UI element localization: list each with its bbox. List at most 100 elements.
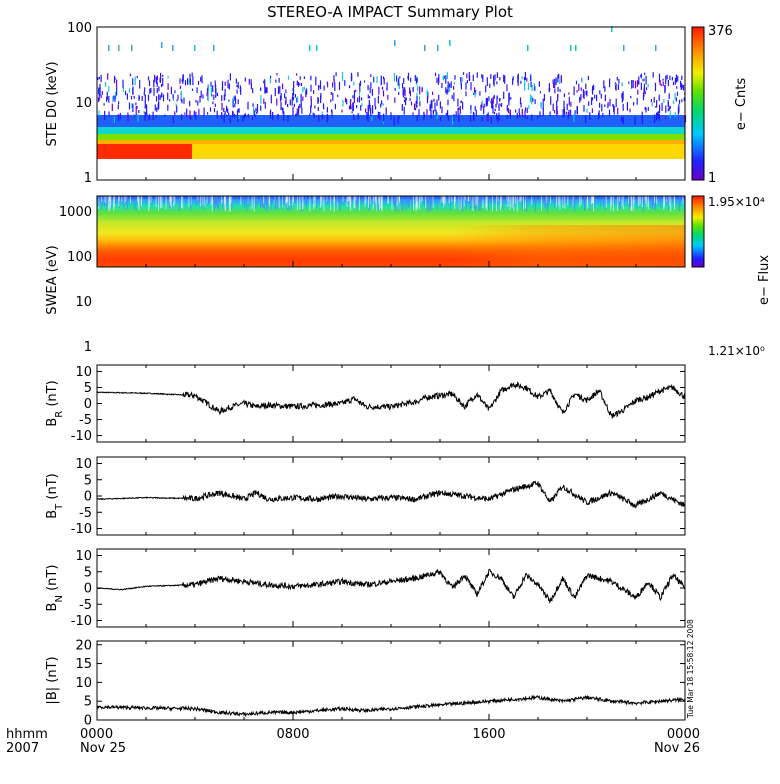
ste-count-mark bbox=[234, 103, 236, 108]
ste-count-mark bbox=[280, 101, 282, 110]
ste-count-mark bbox=[508, 108, 510, 114]
ste-count-mark bbox=[386, 87, 388, 90]
swea-texture-mark bbox=[482, 196, 484, 201]
ste-count-mark bbox=[287, 75, 290, 80]
swea-texture-mark bbox=[361, 196, 363, 204]
ste-count-mark bbox=[530, 81, 532, 88]
ste-count-mark bbox=[490, 116, 492, 124]
swea-texture-mark bbox=[286, 196, 288, 203]
ste-count-mark bbox=[645, 107, 647, 113]
ste-count-mark bbox=[481, 102, 483, 108]
ste-count-mark bbox=[105, 82, 107, 87]
ste-count-mark bbox=[138, 110, 140, 114]
ste-count-mark bbox=[674, 112, 676, 118]
ste-count-mark bbox=[653, 97, 655, 103]
ste-count-mark bbox=[274, 88, 276, 97]
swea-texture-mark bbox=[668, 196, 670, 207]
ste-count-mark bbox=[380, 81, 382, 86]
ste-count-mark bbox=[167, 104, 169, 111]
swea-texture-mark bbox=[613, 196, 615, 205]
ste-count-mark bbox=[521, 76, 523, 80]
ste-count-mark bbox=[155, 78, 157, 84]
swea-texture-mark bbox=[287, 196, 289, 208]
ste-count-mark bbox=[167, 75, 169, 79]
ste-count-mark bbox=[122, 86, 124, 92]
ste-count-mark bbox=[404, 96, 406, 100]
swea-noise bbox=[96, 196, 686, 267]
ste-count-mark bbox=[371, 88, 373, 96]
swea-texture-mark bbox=[671, 196, 673, 202]
ste-count-mark bbox=[159, 95, 161, 100]
ste-count-mark bbox=[358, 95, 361, 103]
ste-count-mark bbox=[555, 77, 557, 85]
swea-texture-mark bbox=[679, 196, 681, 206]
swea-texture-mark bbox=[156, 196, 158, 205]
swea-texture-mark bbox=[301, 196, 303, 212]
swea-texture-mark bbox=[613, 196, 614, 212]
ste-count-mark bbox=[133, 114, 135, 118]
ste-count-mark bbox=[138, 95, 140, 101]
ste-count-mark bbox=[367, 115, 369, 122]
ste-count-mark bbox=[457, 98, 459, 107]
swea-texture-mark bbox=[492, 196, 493, 211]
swea-texture-mark bbox=[213, 196, 215, 212]
ste-count-mark bbox=[181, 99, 183, 104]
ste-count-mark bbox=[450, 81, 452, 89]
ste-count-mark bbox=[213, 94, 215, 100]
ste-count-mark bbox=[291, 97, 293, 106]
bn-tick-label: -10 bbox=[71, 614, 92, 629]
ste-count-mark bbox=[283, 116, 285, 121]
swea-texture-mark bbox=[603, 196, 604, 207]
ste-count-mark bbox=[479, 91, 481, 96]
ste-count-mark bbox=[497, 116, 499, 123]
ste-count-mark bbox=[540, 102, 542, 109]
ste-count-mark bbox=[454, 75, 456, 80]
ste-count-mark bbox=[132, 103, 134, 113]
ste-count-mark bbox=[104, 111, 106, 120]
ste-count-mark bbox=[556, 100, 558, 108]
ste-count-mark bbox=[643, 78, 645, 82]
swea-texture-mark bbox=[302, 196, 304, 209]
br-tick-label: -5 bbox=[79, 413, 92, 428]
swea-texture-mark bbox=[541, 196, 542, 211]
swea-texture-mark bbox=[610, 196, 612, 211]
ste-count-mark bbox=[631, 80, 633, 89]
ste-count-mark bbox=[557, 86, 559, 92]
ste-count-mark bbox=[136, 106, 138, 109]
ste-count-mark bbox=[475, 109, 477, 117]
ste-count-mark bbox=[283, 111, 285, 117]
ste-count-mark bbox=[361, 103, 363, 107]
swea-texture-mark bbox=[218, 196, 220, 211]
ste-count-mark bbox=[591, 97, 594, 101]
ste-count-mark bbox=[155, 76, 157, 80]
swea-texture-mark bbox=[195, 196, 197, 205]
swea-texture-mark bbox=[569, 196, 571, 208]
ste-count-mark bbox=[357, 97, 359, 103]
ste-count-mark bbox=[496, 81, 498, 85]
colorbar-flux-gradient bbox=[691, 195, 705, 268]
ste-count-mark bbox=[496, 95, 498, 100]
ste-count-mark bbox=[357, 113, 359, 120]
swea-texture-mark bbox=[472, 196, 474, 212]
ste-count-mark bbox=[210, 87, 212, 95]
ste-count-mark bbox=[417, 85, 419, 92]
ste-count-mark bbox=[309, 113, 311, 116]
swea-texture-mark bbox=[519, 196, 521, 202]
ste-count-mark bbox=[197, 100, 199, 106]
ste-count-mark bbox=[250, 83, 252, 90]
swea-texture-mark bbox=[502, 196, 504, 211]
ste-count-mark bbox=[256, 104, 259, 112]
swea-texture-mark bbox=[563, 196, 565, 206]
ste-count-mark bbox=[266, 87, 268, 94]
ste-count-mark bbox=[675, 74, 677, 83]
ste-count-mark bbox=[508, 100, 510, 106]
swea-texture-mark bbox=[454, 196, 456, 201]
swea-texture-mark bbox=[138, 196, 140, 210]
ste-count-mark bbox=[470, 82, 472, 91]
swea-texture-mark bbox=[315, 196, 317, 208]
ste-count-mark bbox=[621, 94, 623, 103]
ste-count-mark bbox=[229, 116, 231, 124]
ste-count-mark bbox=[223, 113, 225, 118]
ste-count-mark bbox=[113, 95, 115, 101]
ste-count-mark bbox=[495, 103, 497, 108]
